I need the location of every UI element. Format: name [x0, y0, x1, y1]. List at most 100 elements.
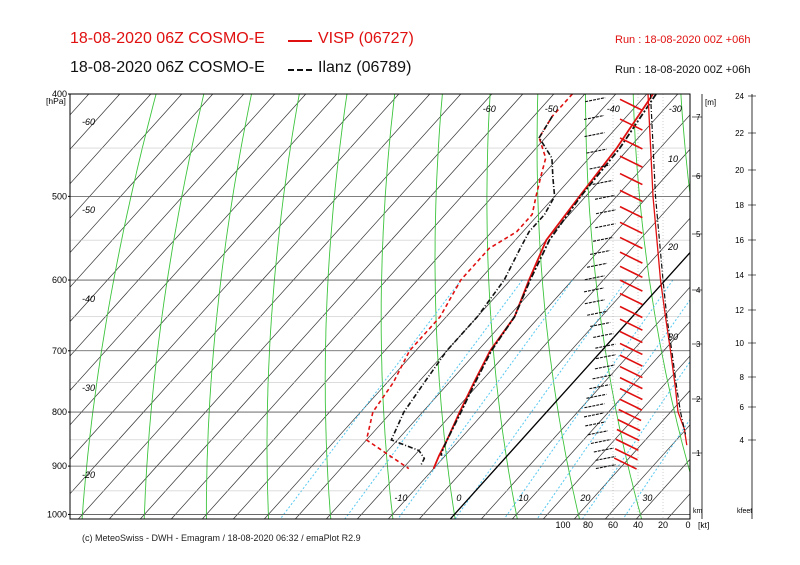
wind-barb-ilanz: [584, 299, 605, 305]
dry-adiabat: [486, 94, 518, 519]
wind-barb-ilanz: [595, 223, 616, 229]
isotherm-line: [78, 94, 462, 519]
kfeet-tick-label: 24: [735, 92, 744, 101]
isotherm-line: [543, 355, 690, 519]
header-ilanz-station: Ilanz (06789): [318, 59, 412, 76]
isotherm-line: [109, 94, 493, 519]
left-isotherm-label: -40: [82, 294, 95, 304]
left-isotherm-label: -60: [82, 117, 95, 127]
isotherm-line: [512, 321, 690, 519]
isotherm-label-top: -50: [545, 104, 558, 114]
pressure-tick-label: 600: [52, 275, 67, 285]
wind-speed-label: 20: [667, 242, 678, 252]
wind-barb-visp: [615, 438, 639, 451]
wind-speed-visp: [647, 93, 688, 446]
isotherm-line: [70, 94, 400, 460]
dry-adiabat: [266, 94, 300, 519]
wind-barbs: [583, 93, 688, 519]
wind-barb-visp: [619, 330, 643, 344]
temperature-ilanz: [440, 94, 657, 456]
header-visp-model: 18-08-2020 06Z COSMO-E: [70, 30, 265, 47]
wind-barb-ilanz: [590, 321, 611, 328]
wind-barb-visp: [619, 172, 643, 186]
wind-barb-ilanz: [592, 374, 613, 380]
km-tick-label: 6: [696, 172, 701, 181]
isotherm-line: [70, 94, 276, 323]
dry-adiabat: [776, 94, 800, 519]
wind-barb-ilanz: [593, 332, 614, 338]
dry-adiabat: [380, 94, 396, 519]
wind-barb-visp: [619, 118, 643, 131]
pressure-tick-label: 1000: [47, 509, 67, 519]
dry-adiabat: [536, 94, 580, 519]
kfeet-tick-label: 6: [740, 403, 745, 412]
wind-barb-visp: [619, 189, 643, 203]
wind-barb-visp: [619, 305, 643, 319]
isotherm-label-top: -60: [483, 104, 496, 114]
km-tick-label: 3: [696, 340, 701, 349]
wind-axis-unit: [kt]: [698, 520, 709, 530]
dry-adiabat: [324, 94, 348, 519]
isotherm-line: [264, 94, 648, 519]
dry-adiabat: [205, 94, 252, 519]
mixing-ratio-line: [454, 279, 627, 519]
wind-barb-visp: [619, 98, 643, 112]
wind-barb-visp: [619, 376, 643, 390]
wind-barb-ilanz: [589, 384, 610, 390]
wind-barb-ilanz: [586, 393, 607, 399]
mixing-ratio-line: [622, 418, 690, 519]
wind-barb-ilanz: [586, 262, 608, 268]
wind-barb-visp: [619, 221, 643, 235]
isotherm-label-bottom: -10: [394, 493, 407, 503]
wind-barb-ilanz: [595, 354, 617, 360]
mixing-ratio-line: [344, 279, 523, 519]
km-tick-label: 4: [696, 286, 701, 295]
dry-adiabat: [143, 94, 205, 519]
kfeet-bottom-label: kfeet: [737, 508, 752, 515]
dry-adiabat: [680, 94, 690, 197]
wind-barb-ilanz: [593, 447, 614, 453]
isotherm-label-top: -40: [607, 104, 620, 114]
left-isotherm-label: -30: [82, 383, 95, 393]
wind-barb-visp: [619, 365, 643, 379]
wind-barb-visp: [619, 342, 643, 356]
kfeet-tick-label: 8: [740, 373, 745, 382]
wind-barb-ilanz: [587, 430, 608, 436]
wind-barb-ilanz: [595, 343, 616, 349]
km-bottom-label: km: [693, 508, 703, 515]
pressure-tick-label: 900: [52, 461, 67, 471]
wind-barb-ilanz: [589, 249, 611, 256]
isotherm-line: [357, 148, 690, 519]
wind-barb-visp: [617, 418, 641, 432]
isotherm-line: [698, 94, 800, 519]
isotherm-label-bottom: 20: [579, 493, 590, 503]
wind-barb-ilanz: [585, 97, 606, 103]
wind-barb-visp: [618, 408, 642, 422]
isotherm-label-bottom: 0: [456, 493, 461, 503]
wind-axis-label: 100: [555, 520, 570, 530]
kfeet-tick-label: 10: [735, 339, 744, 348]
wind-barb-ilanz: [595, 455, 616, 461]
wind-barb-visp: [619, 387, 643, 401]
isotherm-line: [70, 94, 369, 426]
header-ilanz-run: Run : 18-08-2020 00Z +06h: [615, 64, 751, 76]
isotherm-line: [636, 458, 690, 519]
isotherm-line: [140, 94, 524, 519]
isotherm-line: [70, 94, 431, 495]
isotherm-line: [0, 94, 27, 519]
isotherm-label-bottom: 30: [642, 493, 652, 503]
dry-adiabat: [434, 94, 456, 519]
wind-barb-visp: [619, 354, 643, 367]
km-tick-label: 5: [696, 230, 701, 239]
isotherm-line: [70, 94, 214, 254]
dry-adiabat: [632, 94, 690, 474]
dry-adiabat: [585, 94, 643, 519]
wind-barb-visp: [614, 448, 638, 461]
isotherm-line: [326, 114, 690, 519]
wind-speed-label: 30: [668, 332, 678, 342]
pressure-tick-label: 800: [52, 407, 67, 417]
mixing-ratio-line: [536, 298, 690, 519]
header-ilanz-model: 18-08-2020 06Z COSMO-E: [70, 59, 265, 76]
